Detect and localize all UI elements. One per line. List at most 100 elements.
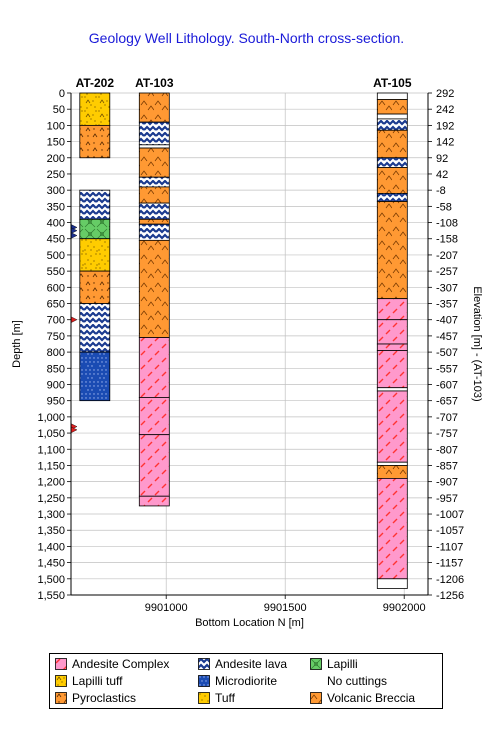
axis-labels: 0 50 100 150 200 250 300 350 400 450 500 550 600 650 7… <box>11 88 483 629</box>
interval-volcanic_breccia <box>138 186 170 204</box>
interval-andesite_complex <box>376 319 408 345</box>
interval-microdiorite <box>79 351 111 402</box>
elevation-tick-label: -957 <box>436 493 458 505</box>
interval-andesite_lava <box>138 223 170 241</box>
depth-tick-label: 650 <box>47 299 65 311</box>
depth-tick-label: 1,050 <box>37 428 65 440</box>
interval-volcanic_breccia <box>138 92 170 123</box>
depth-tick-label: 0 <box>59 88 65 100</box>
depth-tick-label: 1,450 <box>37 558 65 570</box>
interval-volcanic_breccia <box>376 465 408 479</box>
elevation-tick-label: -1157 <box>436 558 463 570</box>
legend: Andesite Complex Andesite lava Lapilli Lapi… <box>49 653 443 709</box>
interval-no_cuttings <box>376 578 408 589</box>
interval-andesite_lava <box>138 121 170 146</box>
depth-tick-label: 350 <box>47 201 65 213</box>
elevation-tick-label: 292 <box>436 88 454 100</box>
chart-title: Geology Well Lithology. South-North cros… <box>88 30 405 46</box>
depth-tick-label: 850 <box>47 363 65 375</box>
legend-label: Volcanic Breccia <box>327 691 416 705</box>
elevation-tick-label: -257 <box>436 266 458 278</box>
interval-andesite_lava <box>376 157 408 168</box>
depth-tick-label: 50 <box>53 104 65 116</box>
x-tick-label: 9901500 <box>264 602 307 614</box>
interval-andesite_complex <box>376 350 408 389</box>
interval-pyroclastics <box>79 270 111 304</box>
interval-no_cuttings <box>138 144 170 149</box>
interval-no_cuttings <box>376 461 408 466</box>
legend-swatch <box>310 692 322 704</box>
elevation-tick-label: -757 <box>436 428 458 440</box>
elevation-tick-label: -657 <box>436 396 458 408</box>
interval-volcanic_breccia <box>376 167 408 194</box>
elevation-tick-label: -158 <box>436 234 458 246</box>
depth-tick-label: 200 <box>47 153 65 165</box>
depth-tick-label: 1,300 <box>37 509 65 521</box>
interval-volcanic_breccia <box>138 147 170 178</box>
interval-no_cuttings <box>376 387 408 392</box>
elevation-tick-label: -8 <box>436 185 446 197</box>
depth-tick-label: 1,150 <box>37 460 65 472</box>
elevation-tick-label: -907 <box>436 477 458 489</box>
depth-tick-label: 300 <box>47 185 65 197</box>
x-tick-label: 9902000 <box>383 602 426 614</box>
depth-tick-label: 1,000 <box>37 412 65 424</box>
interval-lapilli <box>79 218 111 240</box>
y-axis-label-left: Depth [m] <box>11 320 23 368</box>
elevation-tick-label: 242 <box>436 104 454 116</box>
x-axis-label: Bottom Location N [m] <box>195 617 304 629</box>
elevation-tick-label: -307 <box>436 282 458 294</box>
interval-andesite_complex <box>376 298 408 321</box>
elevation-tick-label: 92 <box>436 153 448 165</box>
interval-andesite_complex <box>138 397 170 436</box>
interval-pyroclastics <box>79 124 111 159</box>
interval-no_cuttings <box>376 92 408 100</box>
elevation-tick-label: -1107 <box>436 541 463 553</box>
legend-label: Andesite Complex <box>72 657 170 671</box>
interval-volcanic_breccia <box>376 99 408 115</box>
elevation-tick-label: -1256 <box>436 590 464 602</box>
depth-tick-label: 700 <box>47 315 65 327</box>
well-AT-103: AT-103 <box>135 76 174 507</box>
elevation-tick-label: -1057 <box>436 525 464 537</box>
well-AT-202: AT-202 <box>70 76 115 434</box>
depth-tick-label: 900 <box>47 379 65 391</box>
interval-andesite_complex <box>138 495 170 507</box>
elevation-tick-label: -1206 <box>436 574 464 586</box>
interval-no_cuttings <box>376 113 408 120</box>
well-label: AT-202 <box>76 76 115 90</box>
interval-lapilli_tuff <box>79 92 111 126</box>
depth-tick-label: 1,500 <box>37 574 65 586</box>
depth-tick-label: 1,550 <box>37 590 65 602</box>
elevation-tick-label: -407 <box>436 315 458 327</box>
depth-tick-label: 1,100 <box>37 444 65 456</box>
interval-andesite_complex <box>376 343 408 351</box>
interval-andesite_lava <box>376 118 408 131</box>
elevation-tick-label: -207 <box>436 250 458 262</box>
depth-tick-label: 500 <box>47 250 65 262</box>
depth-tick-label: 750 <box>47 331 65 343</box>
elevation-tick-label: -707 <box>436 412 458 424</box>
legend-swatch <box>198 658 210 670</box>
interval-volcanic_breccia <box>376 129 408 159</box>
legend-swatch <box>55 675 67 687</box>
elevation-tick-label: -807 <box>436 444 458 456</box>
well-columns: AT-202 AT-103 AT-105 <box>70 76 412 589</box>
grid-lines <box>71 92 428 596</box>
depth-tick-label: 1,400 <box>37 541 65 553</box>
depth-tick-label: 800 <box>47 347 65 359</box>
elevation-tick-label: -58 <box>436 201 452 213</box>
interval-tuff <box>79 238 111 272</box>
depth-tick-label: 950 <box>47 396 65 408</box>
well-AT-105: AT-105 <box>373 76 412 589</box>
depth-tick-label: 1,350 <box>37 525 65 537</box>
depth-tick-label: 450 <box>47 234 65 246</box>
interval-andesite_lava <box>79 303 111 353</box>
legend-swatch <box>310 658 322 670</box>
x-tick-label: 9901000 <box>145 602 188 614</box>
legend-swatch <box>198 692 210 704</box>
depth-tick-label: 100 <box>47 120 65 132</box>
marker-triangle-blue <box>70 232 78 239</box>
legend-label: Microdiorite <box>215 674 278 688</box>
elevation-tick-label: 192 <box>436 120 454 132</box>
